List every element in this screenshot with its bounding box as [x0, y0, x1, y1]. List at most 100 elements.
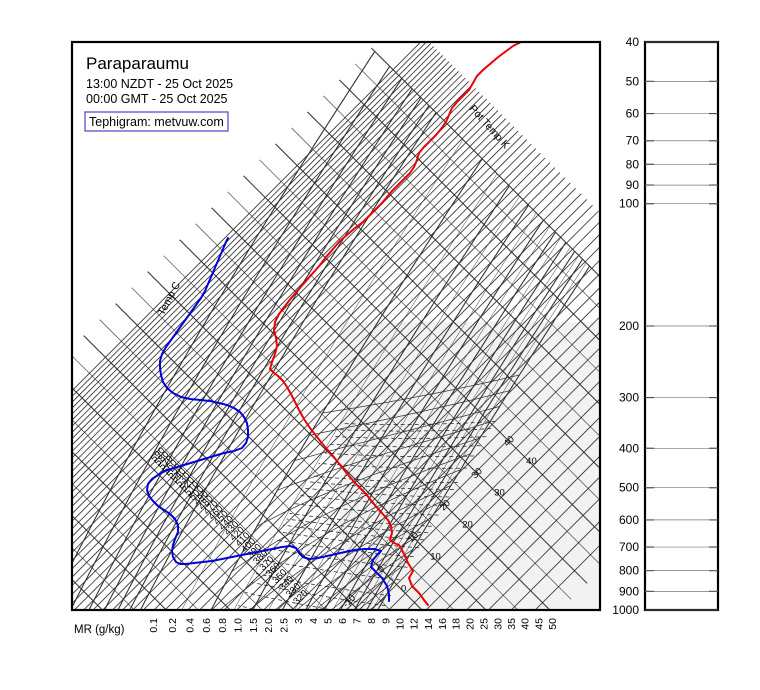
pressure-tick-label: 400 [619, 441, 639, 455]
pressure-axis: 40 50 60 70 80 90 100 200 300 400 500 600 700 800 900 1… [612, 35, 718, 617]
isotherm-line [131, 287, 455, 610]
isotherm-line [291, 127, 600, 437]
mixing-ratio-tick-label: 0.6 [201, 618, 213, 633]
dry-adiabat-line [306, 316, 600, 610]
dry-adiabat-line [72, 77, 466, 472]
isobar-line [117, 97, 422, 610]
pressure-panel: 40 50 60 70 80 90 100 200 300 400 500 600 700 800 900 1… [612, 35, 720, 617]
pressure-tick-label: 300 [619, 391, 639, 405]
mixing-ratio-tick-label: 14 [423, 618, 435, 630]
grid-labels: -100102030403203303403503603703803904004… [149, 434, 537, 610]
mixing-ratio-tick-label: 20 [465, 618, 477, 630]
isotherm-line [259, 159, 600, 501]
dry-adiabat-line [353, 363, 600, 610]
mixing-ratio-tick-label: 25 [478, 618, 490, 630]
dry-adiabat-line [132, 177, 566, 610]
isobar-line [353, 251, 576, 610]
dry-adiabat-line [72, 81, 470, 479]
tephigram-plot: -100102030403203303403503603703803904004… [70, 40, 602, 612]
isobar-line-minor [372, 262, 587, 610]
dry-adiabat-line [72, 52, 440, 421]
mixing-ratio-tick-label: 45 [533, 618, 545, 630]
mixing-ratio-line [324, 452, 475, 457]
mixing-ratio-axis: 0.1 0.2 0.4 0.6 0.8 1.0 1.5 2.0 2.5 3 4 5 6 7 8 9 10 12 14… [148, 618, 559, 633]
isobar-line-minor [332, 237, 562, 610]
isobar-line [88, 78, 403, 610]
temperature-tick-label: 30 [494, 488, 505, 499]
mixing-ratio-tick-label: 0.8 [217, 618, 229, 633]
dry-adiabat-line [72, 114, 503, 545]
saturated-adiabat-line [274, 501, 442, 610]
saturated-adiabat-line [256, 437, 481, 527]
isobar-line [366, 258, 584, 610]
dry-adiabat-line [153, 188, 576, 610]
isobar-line-minor [294, 212, 537, 610]
pressure-tick-label: 200 [619, 319, 639, 333]
dry-adiabat-line [72, 46, 435, 409]
mixing-ratio-tick-label: 2.0 [263, 618, 275, 633]
saturated-adiabat-line [249, 485, 452, 610]
mixing-ratio-tick-label: 6 [337, 618, 349, 624]
dry-adiabat-line [445, 455, 600, 610]
dry-adiabat-line [102, 162, 551, 610]
mixing-ratio-line [318, 463, 467, 469]
isotherm-line [72, 451, 231, 610]
dry-adiabat-line [262, 272, 600, 610]
dry-adiabat-line [198, 210, 599, 610]
pressure-tick-label: 100 [619, 197, 639, 211]
pressure-tick-label: 800 [619, 564, 639, 578]
isotherm-line [243, 175, 600, 534]
dry-adiabat-line [337, 347, 600, 610]
temperature-tick-label: 0 [401, 584, 406, 595]
dry-adiabat-line [72, 64, 453, 446]
dry-adiabat-line [72, 43, 432, 403]
isobar-line [72, 51, 376, 565]
mixing-ratio-tick-label: 8 [366, 618, 378, 624]
local-time: 13:00 NZDT - 25 Oct 2025 [86, 77, 233, 91]
isobar-line [210, 158, 483, 610]
isotherm-line [339, 79, 600, 342]
dry-adiabat-line [72, 61, 450, 440]
credit-label: Tephigram: metvuw.com [89, 115, 224, 129]
dry-adiabat-line [121, 172, 561, 610]
dry-adiabat-line [72, 130, 519, 578]
mixing-ratio-line [286, 518, 428, 534]
isobar-line-minor [347, 246, 571, 610]
mixing-ratio-tick-label: 1.0 [233, 618, 245, 633]
pressure-tick-label: 600 [619, 513, 639, 527]
mixing-ratio-tick-label: 35 [506, 618, 518, 630]
isobar-line-minor [268, 196, 520, 610]
pressure-tick-label: 500 [619, 481, 639, 495]
gmt-time: 00:00 GMT - 25 Oct 2025 [86, 92, 228, 106]
temperature-tick-label: 10 [430, 552, 441, 563]
dry-adiabat-line [72, 118, 507, 553]
pressure-tick-label: 900 [619, 584, 639, 598]
mixing-ratio-tick-label: 10 [395, 618, 407, 630]
mixing-ratio-tick-label: 18 [451, 618, 463, 630]
mixing-ratio-tick-label: 9 [380, 618, 392, 624]
plot-border [70, 40, 602, 612]
saturated-adiabat-line [219, 469, 461, 610]
isobar-line [129, 105, 430, 610]
dry-adiabat-line [187, 204, 593, 610]
dry-adiabat-line [72, 134, 523, 587]
isobar-line [377, 265, 591, 610]
dry-adiabat-line [72, 95, 484, 507]
isotherm-line [163, 255, 519, 610]
isobar-line [72, 65, 391, 609]
isobar-line [103, 88, 413, 610]
mixing-ratio-tick-label: 0.4 [184, 618, 196, 633]
isobar-line [252, 185, 510, 610]
credit-badge[interactable] [84, 111, 229, 132]
dry-adiabat-line [72, 126, 515, 570]
station-title: Paraparaumu [86, 54, 189, 73]
isobar-line [323, 231, 556, 610]
pressure-tick-label: 70 [626, 134, 640, 148]
isobar-line-minor [360, 255, 580, 610]
saturated-adiabat-line [296, 517, 432, 610]
mixing-ratio-line [282, 524, 424, 541]
dry-adiabat-line [321, 331, 600, 610]
mixing-ratio-tick-label: 0.2 [167, 618, 179, 633]
isobar-line-minor [315, 226, 550, 610]
